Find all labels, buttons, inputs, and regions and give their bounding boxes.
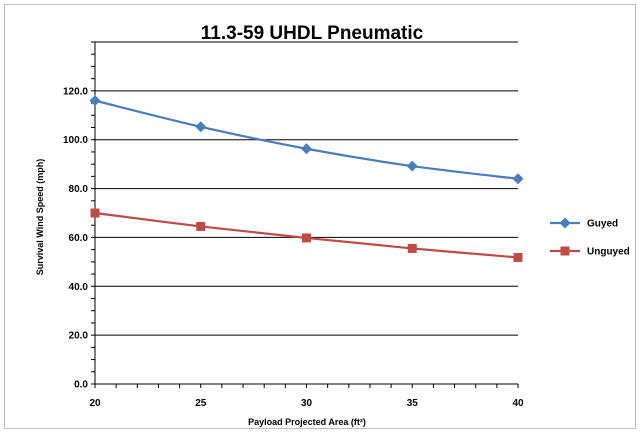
series-layer: [89, 95, 524, 262]
legend-marker-guyed: [559, 217, 571, 229]
data-point-guyed: [406, 160, 418, 172]
data-point-unguyed: [513, 252, 523, 262]
x-tick-label: 30: [301, 398, 313, 409]
x-tick-label: 25: [195, 398, 207, 409]
line-chart: 11.3-59 UHDL Pneumatic 0.0 20.0 40.0 60.0 80…: [35, 23, 630, 427]
chart-frame: 11.3-59 UHDL Pneumatic 0.0 20.0 40.0 60.0 80…: [4, 4, 636, 429]
legend-label-guyed: Guyed: [587, 219, 618, 230]
series-guyed: [89, 95, 524, 185]
legend-label-unguyed: Unguyed: [587, 247, 630, 258]
data-point-unguyed: [90, 208, 100, 218]
y-tick-label: 60.0: [69, 233, 89, 244]
chart-title: 11.3-59 UHDL Pneumatic: [201, 23, 424, 44]
y-tick-label: 80.0: [69, 184, 89, 195]
data-point-unguyed: [407, 243, 417, 253]
y-tick-label: 120.0: [63, 86, 88, 97]
y-tick-label: 100.0: [63, 135, 88, 146]
data-point-unguyed: [196, 221, 206, 231]
data-point-guyed: [512, 173, 524, 185]
x-tick-label: 40: [512, 398, 524, 409]
legend-marker-unguyed: [560, 246, 570, 256]
y-tick-label: 20.0: [69, 331, 89, 342]
y-tick-label: 0.0: [74, 380, 88, 391]
legend-item-unguyed: Unguyed: [550, 246, 630, 258]
legend-item-guyed: Guyed: [550, 217, 618, 230]
y-tick-label: 40.0: [69, 282, 89, 293]
y-axis-title: Survival Wind Speed (mph): [35, 159, 45, 275]
grid-layer: [95, 41, 518, 336]
axis-layer: 0.0 20.0 40.0 60.0 80.0 100.0 120.0 20 25 30 35 40: [63, 41, 524, 409]
data-point-unguyed: [302, 233, 311, 243]
data-point-guyed: [195, 121, 207, 133]
data-point-guyed: [301, 143, 312, 155]
x-axis-title: Payload Projected Area (ft²): [248, 417, 366, 427]
x-tick-label: 35: [407, 398, 419, 409]
series-unguyed: [90, 208, 523, 262]
x-tick-label: 20: [89, 398, 101, 409]
legend: Guyed Unguyed: [550, 217, 630, 258]
data-point-guyed: [89, 95, 101, 107]
